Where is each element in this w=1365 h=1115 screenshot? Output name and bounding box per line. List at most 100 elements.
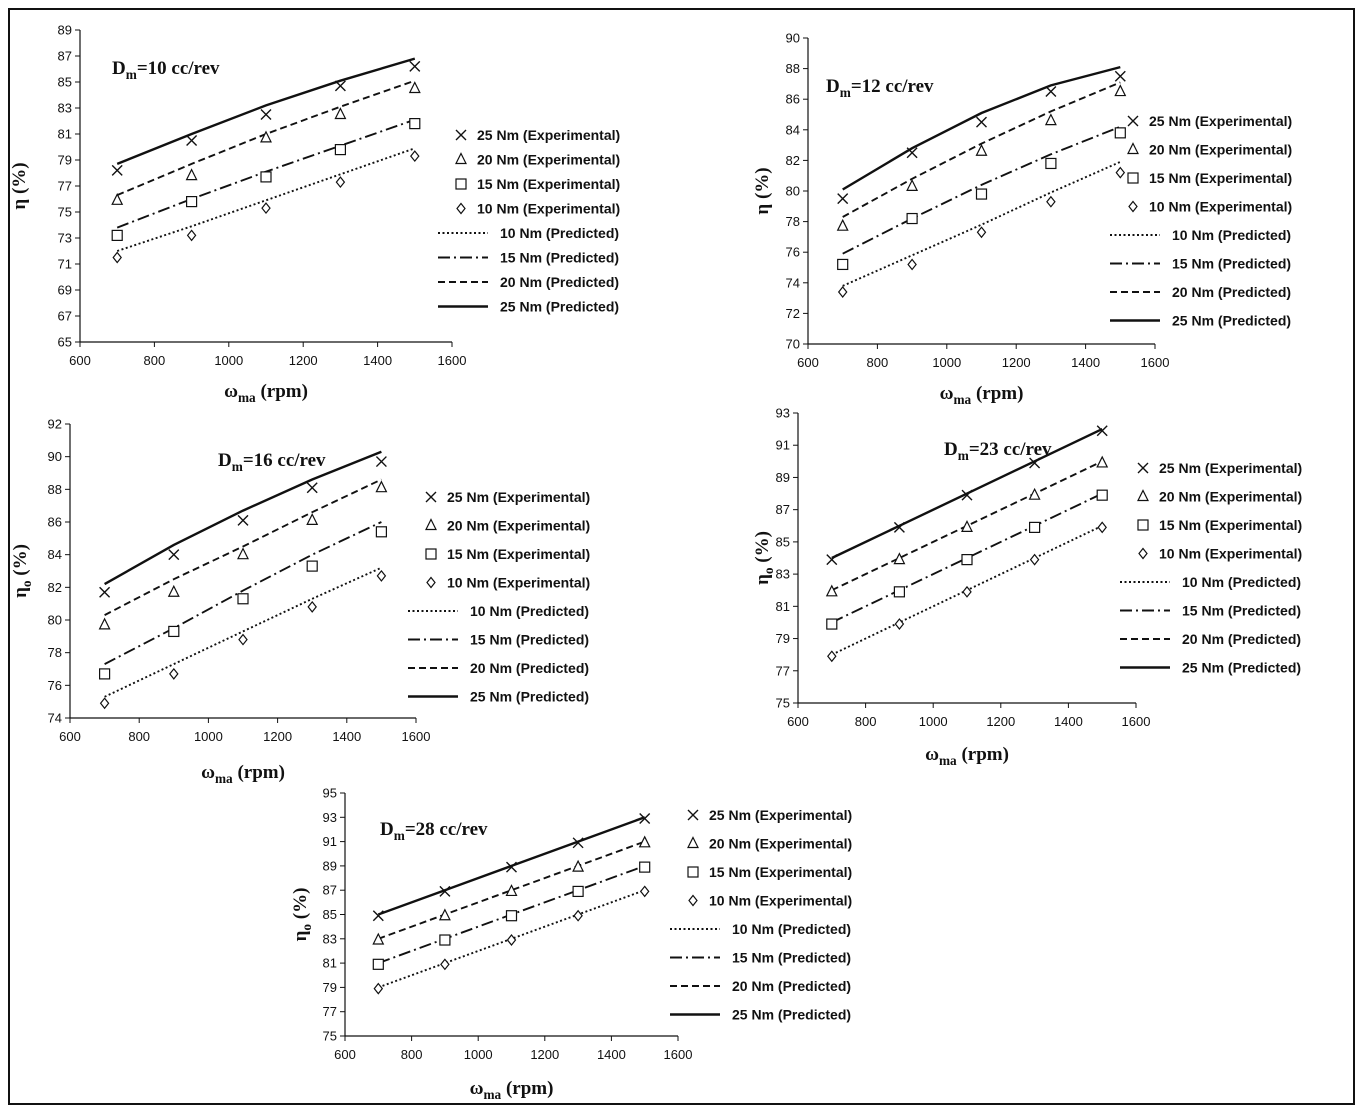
- legend-entry: 20 Nm (Predicted): [1172, 284, 1291, 300]
- y-tick-label: 84: [48, 547, 62, 562]
- data-point-x: [1029, 457, 1041, 469]
- figure-frame: [8, 8, 1355, 1105]
- x-tick-label: 1600: [1141, 355, 1170, 370]
- data-point-diamond: [837, 286, 848, 298]
- data-point-triangle: [1114, 84, 1127, 97]
- data-point-diamond: [376, 569, 387, 582]
- chart-title-main: D: [112, 58, 126, 79]
- y-tick-label: 91: [323, 834, 337, 849]
- x-tick-label: 1000: [932, 355, 961, 370]
- x-axis-label-main: ω: [224, 381, 238, 402]
- legend-entry: 20 Nm (Predicted): [732, 978, 851, 994]
- data-point-triangle: [1044, 113, 1057, 126]
- data-point-x: [639, 813, 651, 825]
- legend-marker-triangle: [1127, 142, 1139, 155]
- data-point-square: [409, 117, 421, 130]
- chart-title: Dm=10 cc/rev: [112, 58, 220, 82]
- data-point-triangle: [237, 547, 249, 560]
- data-point-triangle: [1028, 487, 1041, 500]
- chart-title-sub: m: [958, 448, 969, 463]
- series-line-dashed: [104, 478, 382, 616]
- y-tick-label: 92: [48, 417, 62, 432]
- data-point-triangle: [260, 130, 272, 143]
- data-point-triangle: [372, 932, 385, 945]
- y-tick-label: 91: [776, 438, 790, 453]
- y-tick-label: 75: [776, 696, 790, 711]
- chart-title-rest: =10 cc/rev: [137, 58, 220, 79]
- y-axis-label-main: η: [290, 931, 311, 942]
- data-point-x: [111, 164, 123, 176]
- y-tick-label: 87: [776, 502, 790, 517]
- chart-3: 74 76 78 80 82 84 86 88 90 92 600 800 1000 1200 1400 16…: [10, 417, 590, 787]
- x-tick-label: 1200: [986, 714, 1015, 729]
- data-point-diamond: [976, 226, 987, 239]
- y-tick-label: 74: [786, 275, 800, 290]
- legend-entry: 10 Nm (Experimental): [1149, 199, 1292, 215]
- data-point-square: [334, 144, 346, 156]
- legend-entry: 20 Nm (Predicted): [470, 660, 589, 676]
- series-line-solid: [377, 816, 646, 916]
- legend-entry: 25 Nm (Predicted): [500, 299, 619, 315]
- legend-marker-square: [425, 548, 437, 560]
- y-tick-label: 69: [58, 283, 72, 298]
- chart-title-sub: m: [232, 459, 243, 474]
- data-point-square: [505, 910, 518, 922]
- y-tick-label: 95: [323, 786, 337, 801]
- legend-entry: 20 Nm (Predicted): [500, 274, 619, 290]
- data-point-triangle: [98, 617, 111, 630]
- x-tick-label: 800: [128, 729, 150, 744]
- legend-entry: 10 Nm (Predicted): [1182, 574, 1301, 590]
- data-point-diamond: [335, 176, 346, 189]
- legend-marker-square: [1137, 519, 1149, 531]
- x-tick-label: 800: [144, 353, 166, 368]
- y-tick-label: 85: [323, 907, 337, 922]
- y-tick-label: 79: [776, 631, 790, 646]
- chart-title: Dm=16 cc/rev: [218, 450, 326, 474]
- data-point-square: [375, 526, 387, 538]
- legend-marker-square: [455, 178, 467, 190]
- legend-marker-diamond: [456, 202, 466, 215]
- y-tick-label: 81: [776, 599, 790, 614]
- legend-marker-x: [687, 809, 699, 821]
- data-point-triangle: [975, 143, 988, 156]
- y-tick-label: 71: [58, 257, 72, 272]
- data-point-diamond: [186, 229, 197, 242]
- data-point-diamond: [907, 258, 917, 271]
- data-point-triangle: [167, 584, 180, 597]
- data-point-x: [99, 586, 111, 598]
- y-tick-label: 83: [323, 931, 337, 946]
- data-point-square: [186, 196, 198, 208]
- data-point-x: [334, 80, 346, 92]
- legend-entry: 25 Nm (Predicted): [1182, 660, 1301, 676]
- legend-entry: 15 Nm (Experimental): [1159, 517, 1302, 533]
- y-axis-label: ηo (%): [10, 544, 34, 598]
- legend-entry: 25 Nm (Experimental): [709, 807, 852, 823]
- y-tick-label: 79: [58, 153, 72, 168]
- y-tick-label: 85: [58, 75, 72, 90]
- chart-title-main: D: [380, 819, 394, 840]
- data-point-square: [168, 625, 180, 638]
- data-point-square: [372, 958, 384, 970]
- chart-title-sub: m: [394, 828, 405, 843]
- data-point-square: [893, 586, 906, 598]
- legend-entry: 15 Nm (Experimental): [1149, 170, 1292, 186]
- data-point-diamond: [1046, 195, 1056, 208]
- chart-title-rest: =16 cc/rev: [243, 450, 326, 471]
- data-point-diamond: [827, 650, 837, 663]
- data-point-triangle: [1096, 455, 1109, 468]
- data-point-diamond: [506, 934, 517, 946]
- data-point-x: [837, 193, 849, 205]
- data-point-x: [826, 554, 838, 566]
- data-point-x: [893, 521, 905, 533]
- x-tick-label: 1600: [402, 729, 431, 744]
- legend-entry: 15 Nm (Predicted): [1182, 603, 1301, 619]
- y-axis-label: ηo (%): [752, 531, 776, 585]
- x-tick-label: 1400: [363, 353, 392, 368]
- series-line-solid: [831, 428, 1103, 560]
- y-tick-label: 82: [786, 153, 800, 168]
- data-point-triangle: [505, 884, 518, 897]
- data-point-x: [186, 135, 198, 146]
- x-tick-label: 800: [855, 714, 877, 729]
- data-point-x: [906, 147, 918, 159]
